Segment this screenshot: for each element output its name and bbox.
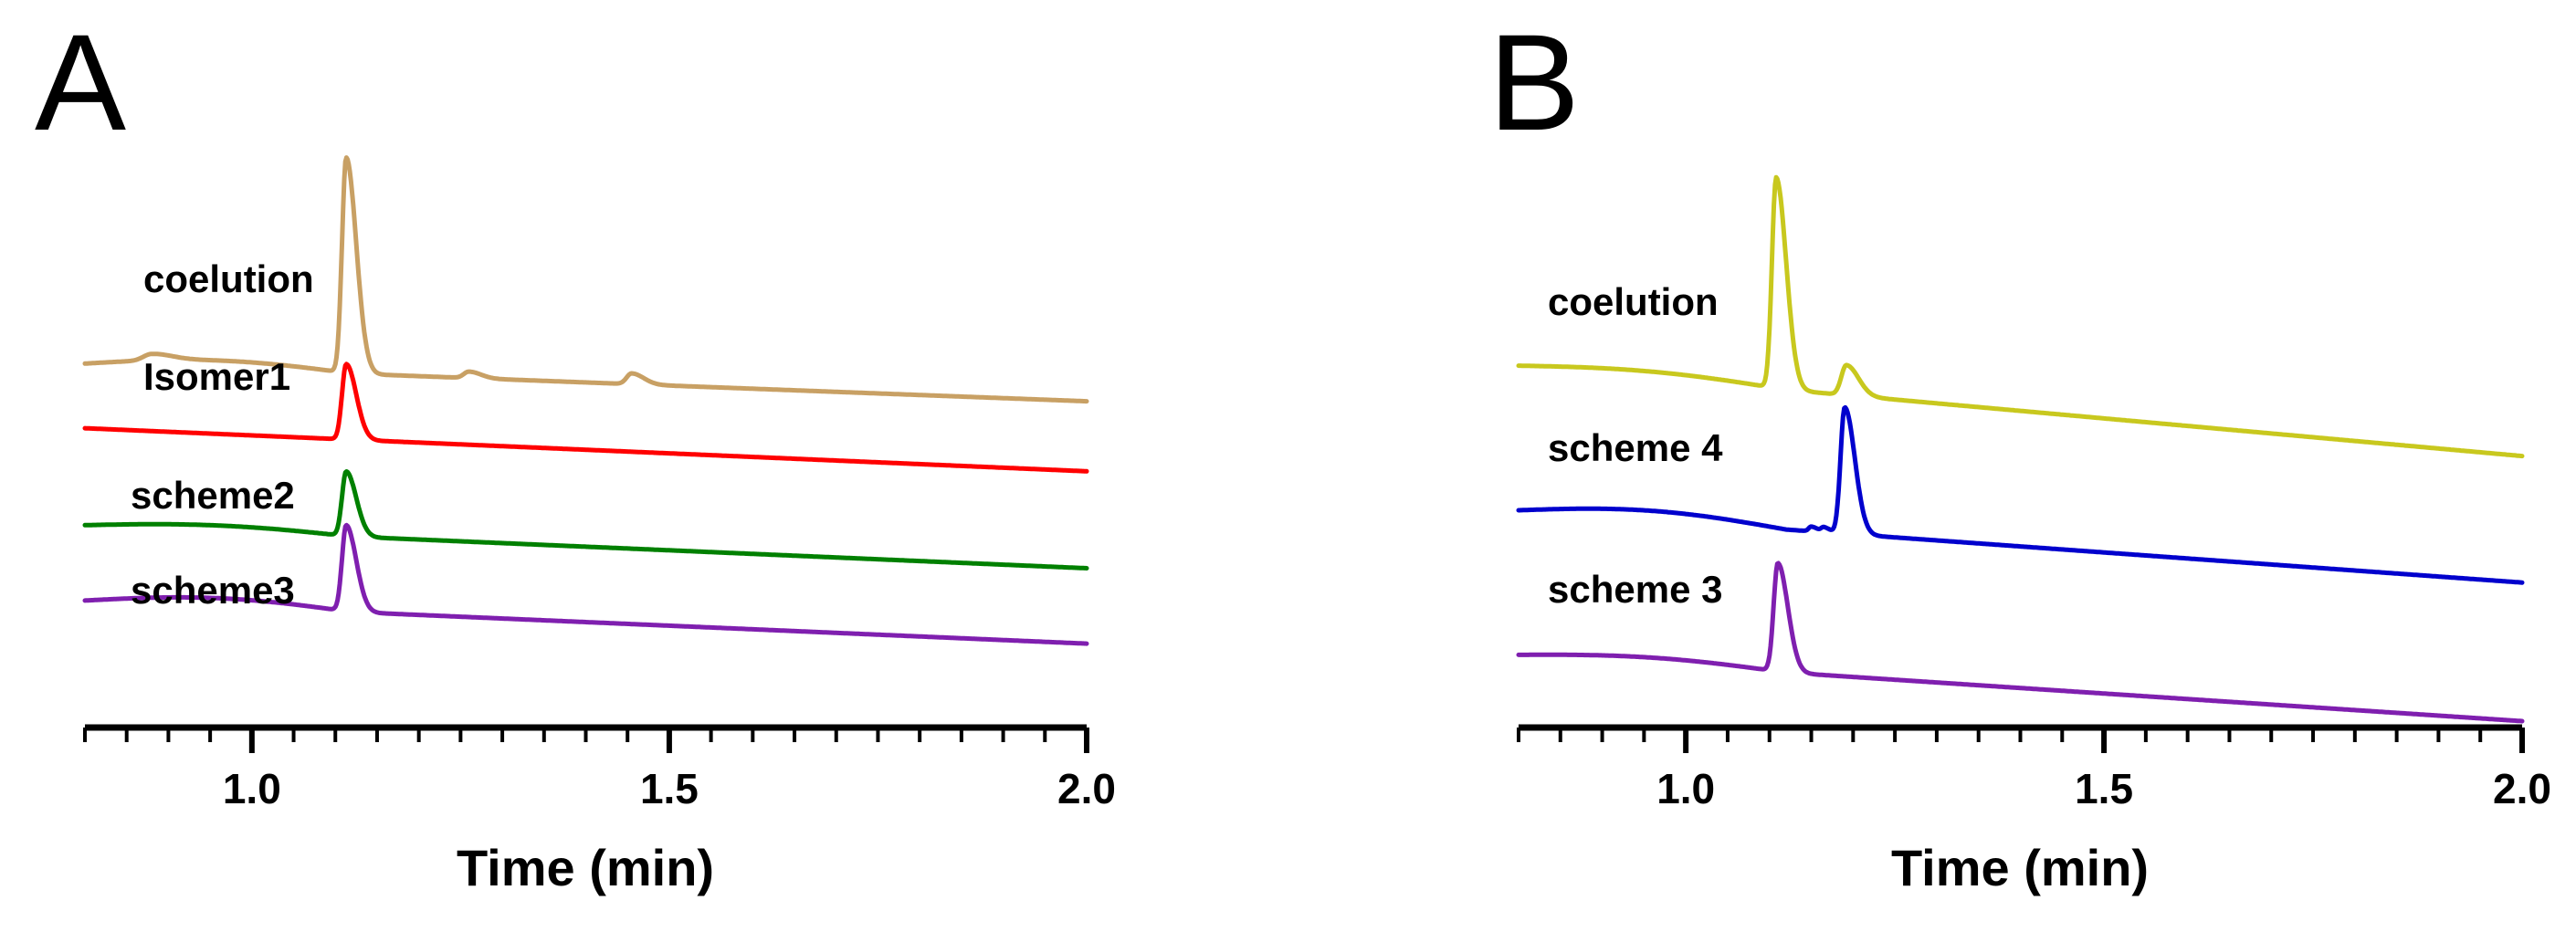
panel-b-tick-labels: 1.0 1.5 2.0 xyxy=(1656,765,2551,812)
panel-b-trace-labels: coelution scheme 4 scheme 3 xyxy=(1548,280,1723,611)
panel-b-ticks xyxy=(1517,728,2525,753)
panel-b-x-axis-title: Time (min) xyxy=(1891,839,2149,896)
panel-b-tick-label: 2.0 xyxy=(2493,765,2551,812)
panel-a-trace-isomer1 xyxy=(82,361,1089,474)
panel-a-label-scheme2: scheme2 xyxy=(131,474,295,517)
panel-a-trace-scheme2 xyxy=(82,469,1089,571)
panel-a: A coelution Isomer1 scheme2 scheme3 1.0 1.5 2… xyxy=(35,5,1116,896)
panel-a-x-axis-title: Time (min) xyxy=(457,839,714,896)
panel-b-tick-label: 1.0 xyxy=(1656,765,1715,812)
panel-a-ticks xyxy=(83,728,1089,753)
panel-b-label-coelution: coelution xyxy=(1548,280,1719,323)
panel-b-tick-label: 1.5 xyxy=(2075,765,2133,812)
panel-a-trace-coelution xyxy=(82,155,1089,404)
panel-a-tick-label: 1.0 xyxy=(223,765,281,812)
panel-b-traces xyxy=(1516,174,2525,724)
panel-b-label-scheme-4: scheme 4 xyxy=(1548,426,1723,469)
panel-a-trace-scheme3 xyxy=(82,522,1089,646)
panel-b-trace-scheme-4 xyxy=(1516,404,2525,585)
panel-a-label-scheme3: scheme3 xyxy=(131,569,295,612)
panel-a-label-isomer1: Isomer1 xyxy=(143,355,290,398)
panel-b: B coelution scheme 4 scheme 3 1.0 1.5 2.0 Ti… xyxy=(1488,5,2551,896)
panel-a-tick-label: 2.0 xyxy=(1057,765,1116,812)
panel-a-label-coelution: coelution xyxy=(143,257,314,300)
panel-a-trace-labels: coelution Isomer1 scheme2 scheme3 xyxy=(131,257,314,612)
panel-a-tick-label: 1.5 xyxy=(640,765,699,812)
panel-b-trace-scheme-3 xyxy=(1516,560,2525,724)
panel-a-traces xyxy=(82,155,1089,646)
panel-letter-b: B xyxy=(1488,5,1580,159)
panel-b-trace-coelution xyxy=(1516,174,2525,459)
panel-letter-a: A xyxy=(35,5,126,159)
panel-b-label-scheme-3: scheme 3 xyxy=(1548,568,1722,611)
panel-a-tick-labels: 1.0 1.5 2.0 xyxy=(223,765,1116,812)
